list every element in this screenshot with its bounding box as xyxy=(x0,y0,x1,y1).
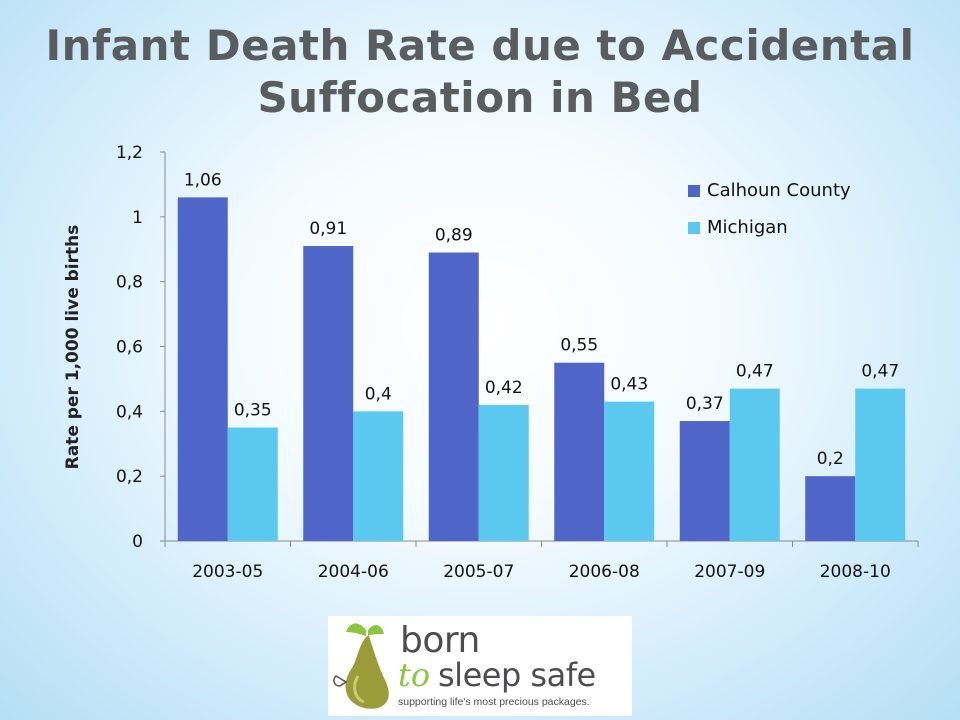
legend-swatch xyxy=(688,222,700,234)
bar-michigan xyxy=(855,388,906,541)
legend-label: Calhoun County xyxy=(707,180,851,201)
bar-calhoun xyxy=(428,252,479,541)
y-tick-label: 1 xyxy=(132,208,143,228)
born-to-sleep-safe-logo: born to sleep safe supporting life's mos… xyxy=(328,616,632,716)
y-tick-label: 0,4 xyxy=(116,402,143,422)
logo-word-to: to xyxy=(398,656,431,694)
x-tick-label: 2004-06 xyxy=(318,562,389,582)
y-tick-label: 0 xyxy=(132,532,143,552)
bar-michigan xyxy=(729,388,780,541)
y-tick-label: 1,2 xyxy=(116,143,143,163)
bar-calhoun xyxy=(805,476,856,541)
data-label: 0,91 xyxy=(309,219,347,239)
data-label: 1,06 xyxy=(184,170,222,190)
bar-michigan xyxy=(604,401,655,541)
data-label: 0,55 xyxy=(560,336,598,356)
bar-calhoun xyxy=(303,246,354,541)
data-label: 0,37 xyxy=(686,394,724,414)
bar-calhoun xyxy=(554,362,605,541)
x-tick-label: 2006-08 xyxy=(569,562,640,582)
slide-title: Infant Death Rate due to Accidental Suff… xyxy=(45,21,915,122)
legend-label: Michigan xyxy=(707,217,788,238)
bar-calhoun xyxy=(177,197,228,541)
data-label: 0,2 xyxy=(817,449,844,469)
data-label: 0,47 xyxy=(736,362,774,382)
x-tick-label: 2007-09 xyxy=(694,562,765,582)
data-label: 0,42 xyxy=(485,378,523,398)
bar-michigan xyxy=(227,427,278,541)
x-tick-label: 2005-07 xyxy=(443,562,514,582)
y-tick-label: 0,8 xyxy=(116,273,143,293)
data-label: 0,35 xyxy=(234,401,272,421)
data-label: 0,4 xyxy=(365,384,392,404)
logo-word-born: born xyxy=(400,620,480,661)
logo-tagline: supporting life's most precious packages… xyxy=(398,696,590,708)
y-axis-title: Rate per 1,000 live births xyxy=(63,225,83,470)
y-tick-label: 0,2 xyxy=(116,467,143,487)
bar-calhoun xyxy=(679,421,730,541)
bar-michigan xyxy=(353,411,404,541)
bar-michigan xyxy=(478,404,529,541)
x-tick-label: 2008-10 xyxy=(820,562,891,582)
data-label: 0,47 xyxy=(861,362,899,382)
data-label: 0,43 xyxy=(610,375,648,395)
data-label: 0,89 xyxy=(435,225,473,245)
x-tick-label: 2003-05 xyxy=(192,562,263,582)
pear-logo-icon xyxy=(333,623,389,709)
legend-swatch xyxy=(688,185,700,197)
logo-word-sleep-safe: sleep safe xyxy=(438,656,596,694)
y-tick-label: 0,6 xyxy=(116,338,143,358)
bar-chart: 0 0,2 0,4 0,6 0,8 1 1,2 Rate per 1,000 live bir… xyxy=(63,143,919,582)
